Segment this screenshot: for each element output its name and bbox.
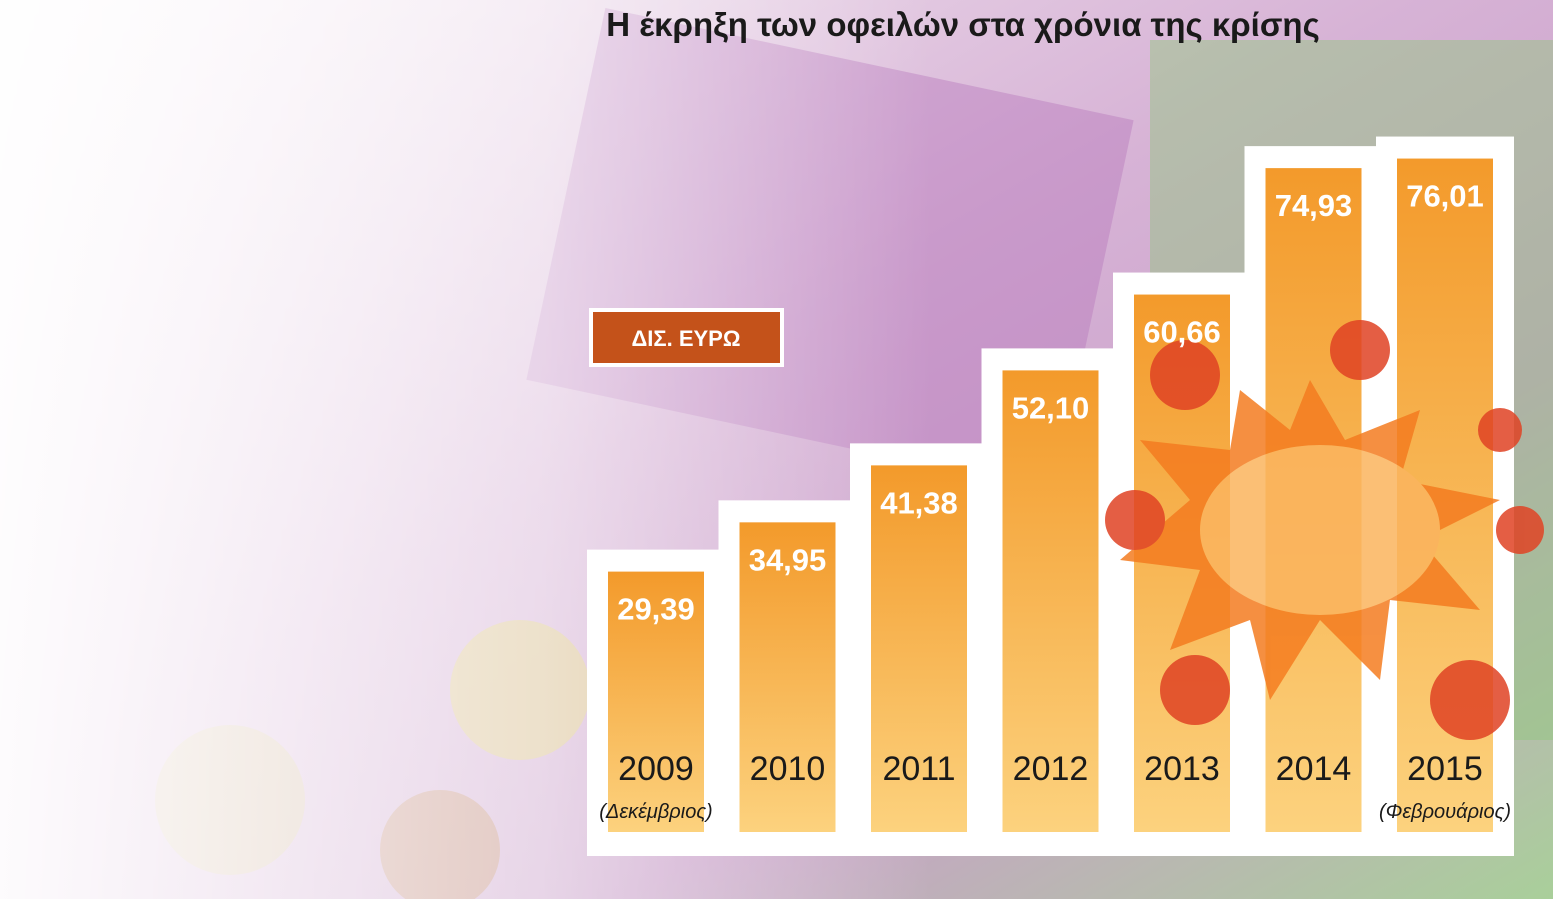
value-label: 29,39 bbox=[617, 592, 695, 627]
x-tick-label: 2010 bbox=[750, 750, 826, 788]
unit-box bbox=[589, 308, 784, 367]
x-tick-label: 2013 bbox=[1144, 750, 1220, 788]
x-tick-label: 2015 bbox=[1407, 750, 1483, 788]
unit-label: ΔΙΣ. ΕΥΡΩ bbox=[631, 326, 740, 351]
labels: 29,39 2009 (Δεκέμβριος) 34,95 2010 41,38 2011 5… bbox=[599, 179, 1511, 823]
chart-title: Η έκρηξη των οφειλών στα χρόνια της κρίσ… bbox=[606, 6, 1320, 43]
category-note: (Δεκέμβριος) bbox=[599, 801, 712, 823]
x-tick-label: 2011 bbox=[882, 750, 955, 788]
value-label: 60,66 bbox=[1143, 315, 1221, 350]
explosion bbox=[1105, 320, 1544, 740]
category-note: (Φεβρουάριος) bbox=[1379, 801, 1511, 823]
bar bbox=[608, 571, 704, 832]
value-label: 34,95 bbox=[749, 542, 827, 577]
x-tick-label: 2012 bbox=[1013, 750, 1089, 788]
value-label: 41,38 bbox=[880, 485, 958, 520]
bar bbox=[739, 522, 836, 832]
value-label: 76,01 bbox=[1406, 179, 1484, 214]
x-tick-label: 2009 bbox=[618, 750, 694, 788]
value-label: 52,10 bbox=[1012, 390, 1090, 425]
bar bbox=[1002, 370, 1099, 832]
x-tick-label: 2014 bbox=[1276, 750, 1352, 788]
value-label: 74,93 bbox=[1275, 188, 1353, 223]
bar bbox=[871, 465, 967, 832]
